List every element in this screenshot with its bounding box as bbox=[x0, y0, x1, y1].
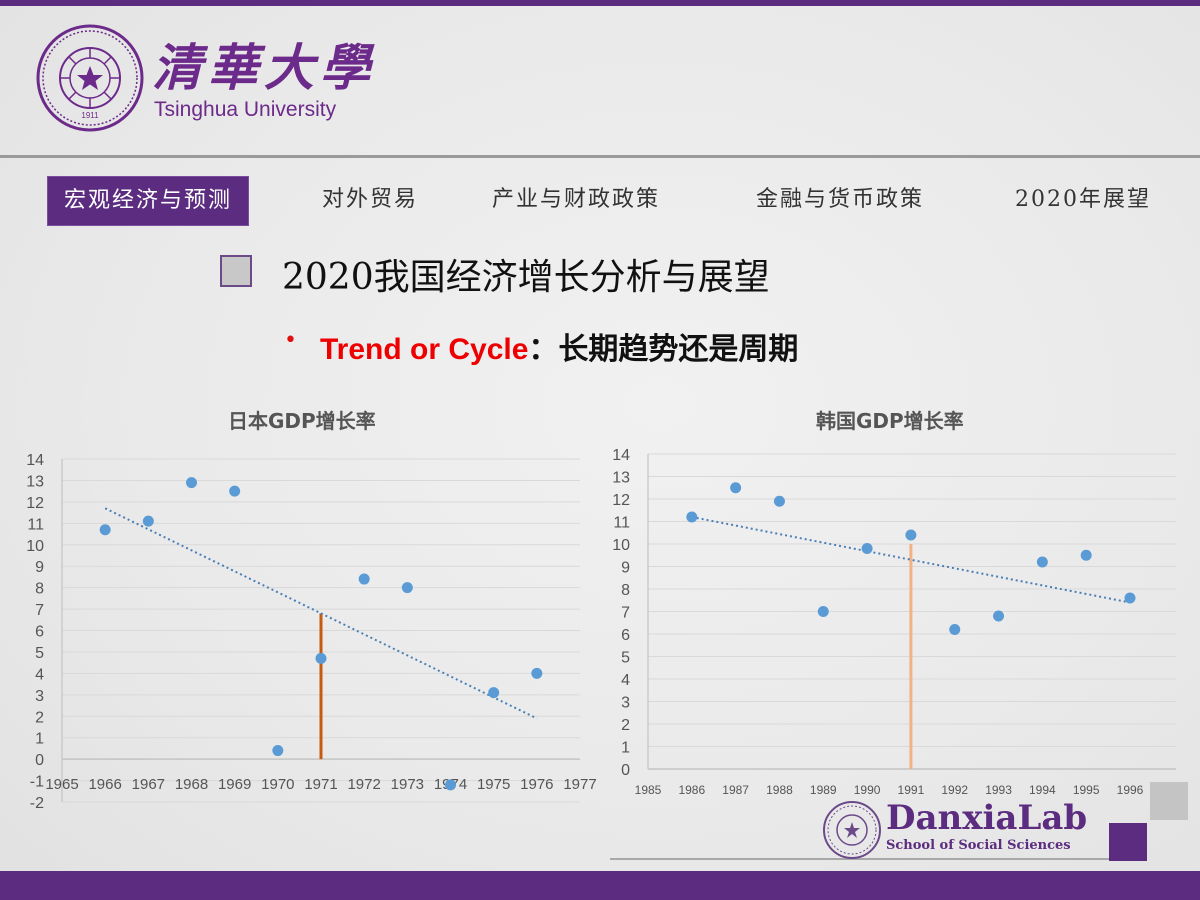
svg-text:1991: 1991 bbox=[898, 783, 925, 797]
svg-text:8: 8 bbox=[621, 582, 630, 599]
subtitle-text: ：长期趋势还是周期 bbox=[528, 332, 799, 367]
tab-macro-forecast[interactable]: 宏观经济与预测 bbox=[47, 176, 250, 226]
section-square-icon bbox=[220, 255, 252, 287]
svg-text:10: 10 bbox=[26, 538, 44, 555]
lab-name: DanxiaLab bbox=[886, 798, 1088, 838]
tab-2020-outlook[interactable]: 2020年展望 bbox=[1015, 187, 1151, 212]
svg-text:1995: 1995 bbox=[1073, 783, 1100, 797]
svg-text:12: 12 bbox=[26, 495, 44, 512]
subtitle: Trend or Cycle：长期趋势还是周期 bbox=[320, 324, 798, 368]
svg-text:14: 14 bbox=[26, 452, 44, 469]
svg-text:1971: 1971 bbox=[304, 776, 337, 793]
bottom-accent-bar bbox=[0, 871, 1200, 900]
svg-text:1: 1 bbox=[621, 740, 630, 757]
svg-text:1987: 1987 bbox=[722, 783, 749, 797]
section-title: 2020我国经济增长分析与展望 bbox=[282, 257, 770, 298]
decor-square-gray bbox=[1150, 782, 1188, 820]
svg-text:7: 7 bbox=[621, 605, 630, 622]
svg-text:1986: 1986 bbox=[678, 783, 705, 797]
university-name-cn: 清華大學 bbox=[152, 38, 376, 97]
svg-text:8: 8 bbox=[35, 581, 44, 598]
danxia-seal-icon bbox=[823, 801, 881, 859]
svg-text:1967: 1967 bbox=[132, 776, 165, 793]
header-divider bbox=[0, 155, 1200, 158]
svg-text:9: 9 bbox=[35, 559, 44, 576]
korea-chart-title: 韩国GDP增长率 bbox=[816, 409, 964, 433]
svg-text:9: 9 bbox=[621, 560, 630, 577]
svg-text:1911: 1911 bbox=[81, 111, 99, 120]
svg-text:1994: 1994 bbox=[1029, 783, 1056, 797]
svg-text:2: 2 bbox=[35, 709, 44, 726]
svg-text:1992: 1992 bbox=[941, 783, 968, 797]
svg-text:1977: 1977 bbox=[563, 776, 596, 793]
svg-text:1990: 1990 bbox=[854, 783, 881, 797]
svg-text:6: 6 bbox=[35, 624, 44, 641]
svg-text:5: 5 bbox=[35, 645, 44, 662]
svg-text:-2: -2 bbox=[30, 795, 44, 812]
svg-text:4: 4 bbox=[621, 672, 630, 689]
top-accent-bar bbox=[0, 0, 1200, 6]
svg-text:1972: 1972 bbox=[347, 776, 380, 793]
tsinghua-seal-icon: 1911 bbox=[36, 24, 144, 132]
tab-industry-fiscal[interactable]: 产业与财政政策 bbox=[492, 187, 661, 212]
svg-text:6: 6 bbox=[621, 627, 630, 644]
svg-text:1993: 1993 bbox=[985, 783, 1012, 797]
svg-text:2: 2 bbox=[621, 717, 630, 734]
svg-text:7: 7 bbox=[35, 602, 44, 619]
svg-text:13: 13 bbox=[612, 470, 630, 487]
svg-text:0: 0 bbox=[621, 762, 630, 779]
svg-text:5: 5 bbox=[621, 650, 630, 667]
university-name-en: Tsinghua University bbox=[154, 98, 337, 121]
svg-text:1996: 1996 bbox=[1117, 783, 1144, 797]
svg-text:4: 4 bbox=[35, 666, 44, 683]
decor-square-purple bbox=[1109, 823, 1147, 861]
svg-text:0: 0 bbox=[35, 752, 44, 769]
svg-text:3: 3 bbox=[621, 695, 630, 712]
svg-text:1973: 1973 bbox=[391, 776, 424, 793]
footer-divider bbox=[610, 858, 1110, 860]
svg-text:1: 1 bbox=[35, 731, 44, 748]
svg-text:12: 12 bbox=[612, 492, 630, 509]
subtitle-highlight: Trend or Cycle bbox=[320, 333, 529, 366]
svg-text:1970: 1970 bbox=[261, 776, 294, 793]
japan-chart-title: 日本GDP增长率 bbox=[228, 409, 376, 433]
bullet-icon: • bbox=[284, 328, 297, 353]
svg-text:1989: 1989 bbox=[810, 783, 837, 797]
svg-text:1965: 1965 bbox=[45, 776, 78, 793]
svg-text:1969: 1969 bbox=[218, 776, 251, 793]
svg-text:1988: 1988 bbox=[766, 783, 793, 797]
svg-text:-1: -1 bbox=[30, 774, 44, 791]
svg-text:14: 14 bbox=[612, 447, 630, 464]
svg-text:10: 10 bbox=[612, 537, 630, 554]
svg-text:1975: 1975 bbox=[477, 776, 510, 793]
svg-text:1985: 1985 bbox=[635, 783, 662, 797]
svg-text:1976: 1976 bbox=[520, 776, 553, 793]
tab-finance-monetary[interactable]: 金融与货币政策 bbox=[756, 187, 925, 212]
tab-foreign-trade[interactable]: 对外贸易 bbox=[322, 187, 419, 212]
svg-text:3: 3 bbox=[35, 688, 44, 705]
svg-text:11: 11 bbox=[27, 516, 44, 533]
svg-text:11: 11 bbox=[613, 515, 630, 532]
lab-subtitle: School of Social Sciences bbox=[886, 838, 1071, 853]
svg-text:1968: 1968 bbox=[175, 776, 208, 793]
svg-text:13: 13 bbox=[26, 473, 44, 490]
svg-text:1966: 1966 bbox=[88, 776, 121, 793]
